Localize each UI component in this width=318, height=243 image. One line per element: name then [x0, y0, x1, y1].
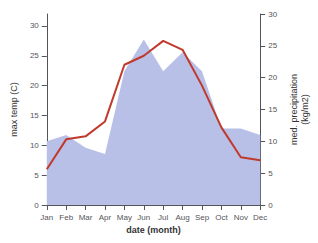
svg-text:max temp (C): max temp (C): [9, 82, 19, 137]
svg-text:20: 20: [30, 81, 39, 90]
svg-text:Aug: Aug: [175, 213, 189, 222]
svg-text:May: May: [117, 213, 132, 222]
svg-text:5: 5: [268, 169, 273, 178]
svg-text:0: 0: [34, 201, 39, 210]
svg-text:30: 30: [268, 10, 277, 19]
svg-text:Feb: Feb: [59, 213, 73, 222]
svg-text:Oct: Oct: [215, 213, 228, 222]
svg-text:0: 0: [268, 201, 273, 210]
svg-text:Nov: Nov: [234, 213, 248, 222]
svg-text:30: 30: [30, 21, 39, 30]
svg-text:Dec: Dec: [253, 213, 267, 222]
svg-text:Jul: Jul: [158, 213, 168, 222]
svg-text:10: 10: [30, 141, 39, 150]
svg-text:date (month): date (month): [126, 225, 181, 235]
svg-text:25: 25: [268, 41, 277, 50]
svg-text:25: 25: [30, 51, 39, 60]
svg-text:Jun: Jun: [137, 213, 150, 222]
svg-text:med. precipitation: med. precipitation: [289, 74, 299, 145]
svg-text:5: 5: [34, 171, 39, 180]
svg-text:20: 20: [268, 73, 277, 82]
svg-text:10: 10: [268, 137, 277, 146]
svg-text:15: 15: [30, 111, 39, 120]
svg-text:Sep: Sep: [195, 213, 210, 222]
svg-text:Jan: Jan: [40, 213, 53, 222]
svg-text:Mar: Mar: [79, 213, 93, 222]
svg-text:15: 15: [268, 105, 277, 114]
svg-text:(kg/m2): (kg/m2): [300, 94, 310, 125]
svg-text:Apr: Apr: [99, 213, 112, 222]
